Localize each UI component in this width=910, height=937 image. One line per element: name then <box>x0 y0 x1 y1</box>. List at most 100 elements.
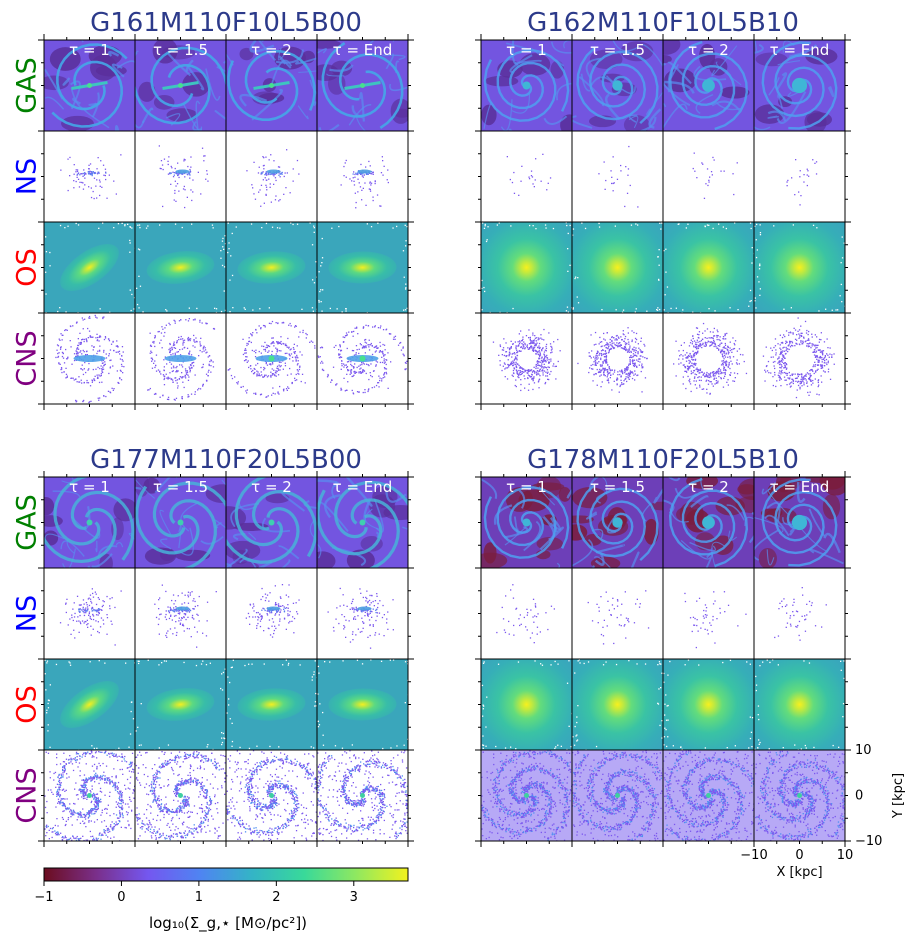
colorbar-tick-label: 2 <box>272 890 280 905</box>
column-label: τ = 1 <box>69 478 110 496</box>
density-map-panel <box>226 750 317 841</box>
density-map-panel <box>135 477 226 568</box>
density-map-panel <box>572 131 663 222</box>
density-map-panel <box>754 222 845 313</box>
column-label: τ = 2 <box>251 41 292 59</box>
column-label: τ = End <box>770 478 830 496</box>
density-map-panel <box>44 659 135 750</box>
density-map-panel <box>135 222 226 313</box>
block-title: G162M110F10L5B10 <box>527 8 799 38</box>
density-map-panel <box>572 40 663 131</box>
row-label: NS <box>12 595 43 632</box>
column-label: τ = 1 <box>506 41 547 59</box>
density-map-panel <box>481 222 572 313</box>
density-map-panel <box>317 477 408 568</box>
column-label: τ = 1 <box>506 478 547 496</box>
density-map-panel <box>44 477 135 568</box>
density-map-panel <box>481 40 572 131</box>
row-label: CNS <box>12 330 43 386</box>
row-label: OS <box>12 248 43 286</box>
x-axis-label: X [kpc] <box>776 865 822 880</box>
figure-block: G161M110F10L5B00 GAS NS OS CNS τ = 1 τ = 1.5 τ … <box>12 8 414 410</box>
density-map-panel <box>663 131 754 222</box>
density-map-panel <box>663 222 754 313</box>
density-map-panel <box>226 477 317 568</box>
x-tick-label: −10 <box>740 848 767 863</box>
block-title: G178M110F20L5B10 <box>527 445 799 475</box>
row-label: GAS <box>12 57 43 114</box>
density-map-panel <box>754 568 845 659</box>
density-map-panel <box>44 131 135 222</box>
density-map-panel <box>317 313 408 404</box>
density-map-panel <box>44 750 135 841</box>
colorbar-label: log₁₀(Σ_g,⋆ [M⊙/pc²]) <box>149 914 307 933</box>
density-map-panel <box>317 222 408 313</box>
density-map-panel <box>135 568 226 659</box>
density-map-panel <box>663 750 754 841</box>
panel-grid: G161M110F10L5B00 GAS NS OS CNS τ = 1 τ = 1.5 τ … <box>12 8 851 847</box>
density-map-panel <box>481 313 572 404</box>
density-map-panel <box>226 131 317 222</box>
density-map-panel <box>481 568 572 659</box>
density-map-panel <box>226 568 317 659</box>
column-label: τ = End <box>333 478 393 496</box>
figure-block: G178M110F20L5B10 τ = 1 τ = 1.5 τ = 2 τ = End <box>475 445 851 847</box>
y-tick-label: 0 <box>855 789 863 804</box>
colorbar-tick-label: 3 <box>350 890 358 905</box>
column-label: τ = 2 <box>688 41 729 59</box>
density-map-panel <box>572 568 663 659</box>
density-map-panel <box>226 40 317 131</box>
density-map-panel <box>481 131 572 222</box>
density-map-panel <box>663 40 754 131</box>
row-label: CNS <box>12 767 43 823</box>
density-map-panel <box>754 40 845 131</box>
density-map-panel <box>135 131 226 222</box>
block-title: G161M110F10L5B00 <box>90 8 362 38</box>
column-label: τ = 2 <box>251 478 292 496</box>
density-map-panel <box>754 131 845 222</box>
figure-block: G177M110F20L5B00 GAS NS OS CNS τ = 1 τ = 1.5 τ … <box>12 445 414 847</box>
density-map-panel <box>481 659 572 750</box>
density-map-panel <box>572 750 663 841</box>
density-map-panel <box>754 313 845 404</box>
density-map-panel <box>663 659 754 750</box>
density-map-panel <box>663 313 754 404</box>
density-map-panel <box>663 477 754 568</box>
density-map-panel <box>44 222 135 313</box>
x-tick-label: 0 <box>795 848 803 863</box>
density-map-panel <box>44 568 135 659</box>
density-map-panel <box>317 568 408 659</box>
density-map-panel <box>226 222 317 313</box>
column-label: τ = 1.5 <box>590 478 645 496</box>
density-map-panel <box>481 477 572 568</box>
column-label: τ = 1 <box>69 41 110 59</box>
row-label: NS <box>12 158 43 195</box>
density-map-panel <box>226 313 317 404</box>
y-tick-label: −10 <box>855 834 882 849</box>
row-label: GAS <box>12 494 43 551</box>
column-label: τ = End <box>333 41 393 59</box>
colorbar-tick-label: −1 <box>34 890 53 905</box>
column-label: τ = 2 <box>688 478 729 496</box>
density-map-panel <box>317 750 408 841</box>
density-map-panel <box>44 40 135 131</box>
density-map-panel <box>754 659 845 750</box>
block-title: G177M110F20L5B00 <box>90 445 362 475</box>
column-label: τ = 1.5 <box>153 41 208 59</box>
density-map-panel <box>135 750 226 841</box>
density-map-panel <box>663 568 754 659</box>
colorbar <box>43 867 409 882</box>
column-label: τ = End <box>770 41 830 59</box>
density-map-panel <box>317 40 408 131</box>
column-label: τ = 1.5 <box>153 478 208 496</box>
density-map-panel <box>317 131 408 222</box>
y-axis-label: Y [kpc] <box>891 773 906 819</box>
density-map-panel <box>44 313 135 404</box>
colorbar-tick-label: 0 <box>117 890 125 905</box>
density-map-panel <box>572 477 663 568</box>
density-map-panel <box>135 40 226 131</box>
density-map-panel <box>754 477 845 568</box>
x-tick-label: 10 <box>837 848 854 863</box>
